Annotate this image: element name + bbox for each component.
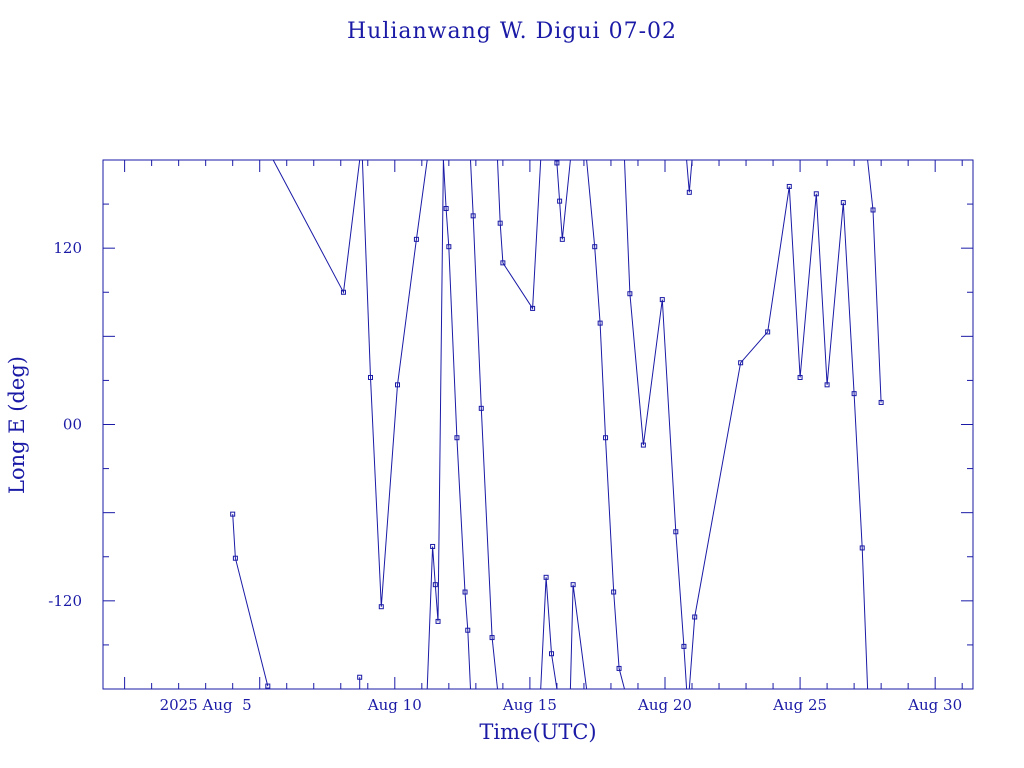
plot-frame xyxy=(102,159,974,690)
data-point xyxy=(692,614,698,620)
data-point xyxy=(592,244,598,250)
data-point xyxy=(443,205,449,211)
data-point xyxy=(530,305,536,311)
x-tick-label: Aug 20 xyxy=(637,696,692,714)
data-point xyxy=(824,382,830,388)
series-line-0 xyxy=(232,514,269,687)
series-line-1 xyxy=(272,160,361,294)
data-point xyxy=(673,529,679,535)
data-point xyxy=(603,435,609,441)
data-point xyxy=(230,511,236,517)
data-point xyxy=(870,207,876,213)
data-point xyxy=(462,589,468,595)
x-axis-label: Time(UTC) xyxy=(479,720,596,744)
data-point xyxy=(340,289,346,295)
y-tick-label: 00 xyxy=(63,416,82,434)
axis-ticks xyxy=(103,159,973,690)
series-line-14 xyxy=(688,186,869,689)
data-point xyxy=(611,589,617,595)
data-point xyxy=(627,291,633,297)
data-point xyxy=(549,651,555,657)
data-point xyxy=(413,236,419,242)
x-tick-label: Aug 15 xyxy=(502,696,557,714)
data-point xyxy=(432,582,438,588)
series-line-9 xyxy=(556,160,571,240)
data-point xyxy=(840,200,846,206)
chart-title: Hulianwang W. Digui 07-02 xyxy=(347,19,677,44)
data-point xyxy=(395,382,401,388)
data-point xyxy=(430,543,436,549)
data-point xyxy=(454,435,460,441)
data-point xyxy=(446,244,452,250)
data-point xyxy=(597,320,603,326)
data-point xyxy=(470,213,476,219)
data-point xyxy=(859,545,865,551)
x-tick-label: Aug 25 xyxy=(772,696,827,714)
data-point xyxy=(813,191,819,197)
data-point xyxy=(797,374,803,380)
data-point xyxy=(435,618,441,624)
y-tick-label: -120 xyxy=(48,592,82,610)
data-point xyxy=(765,329,771,335)
series-line-15 xyxy=(867,160,882,403)
data-point xyxy=(659,297,665,303)
series-line-8 xyxy=(540,577,558,689)
series-line-12 xyxy=(624,160,688,689)
data-point xyxy=(616,665,622,671)
data-point xyxy=(500,260,506,266)
data-point xyxy=(543,574,549,580)
data-point xyxy=(465,627,471,633)
data-point xyxy=(497,220,503,226)
data-point xyxy=(232,555,238,561)
data-point xyxy=(554,160,560,166)
tick-labels: 2025 Aug 5 Aug 10 Aug 15 Aug 20 Aug 25 Aug 30… xyxy=(48,239,962,714)
data-point xyxy=(489,635,495,641)
series-line-13 xyxy=(686,160,693,193)
series-line-11 xyxy=(586,160,625,689)
data-point xyxy=(367,374,373,380)
data-point xyxy=(265,683,271,689)
data-point xyxy=(559,236,565,242)
x-tick-label: 2025 Aug 5 xyxy=(160,696,252,714)
series-line-4 xyxy=(426,160,444,689)
data-point xyxy=(686,189,692,195)
x-tick-label: Aug 10 xyxy=(367,696,422,714)
series-line-5 xyxy=(442,160,471,689)
y-axis-label: Long E (deg) xyxy=(5,356,29,494)
series-line-7 xyxy=(497,160,542,310)
data-series xyxy=(230,160,884,689)
data-point xyxy=(357,674,363,680)
data-point xyxy=(738,360,744,366)
data-point xyxy=(851,391,857,397)
data-point xyxy=(570,582,576,588)
series-line-3 xyxy=(361,160,428,607)
data-point xyxy=(681,643,687,649)
data-point xyxy=(557,198,563,204)
data-point xyxy=(878,399,884,405)
series-line-10 xyxy=(569,584,588,689)
x-tick-label: Aug 30 xyxy=(907,696,962,714)
data-point xyxy=(786,183,792,189)
data-point xyxy=(378,604,384,610)
series-line-6 xyxy=(470,160,498,689)
data-point xyxy=(640,442,646,448)
data-point xyxy=(478,405,484,411)
y-tick-label: 120 xyxy=(53,239,82,257)
